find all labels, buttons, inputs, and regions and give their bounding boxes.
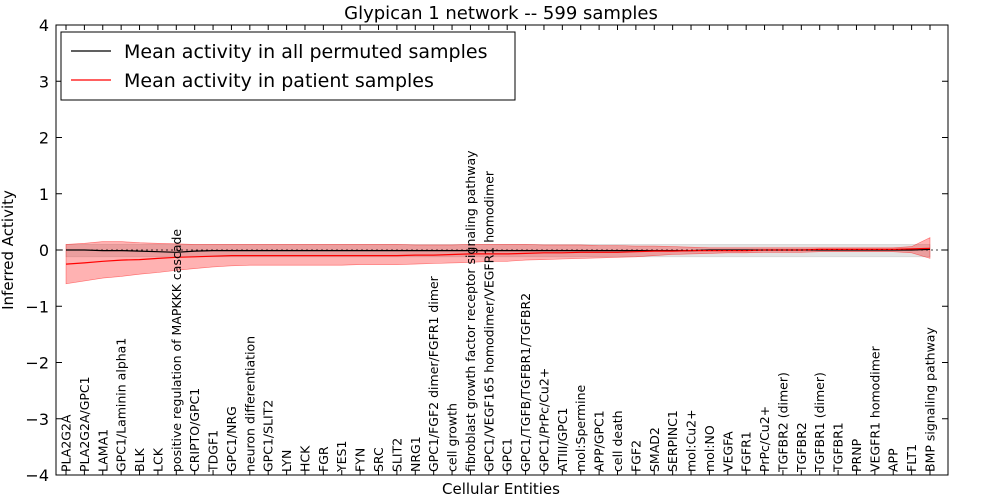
y-tick-label: 3 [39,72,49,91]
x-tick-label: VEGFA [720,431,735,472]
x-axis: PLA2G2A PLA2G2A/GPC1 LAMA1 GPC1/Laminin alp… [59,25,938,475]
x-tick-label: VEGFR1 homodimer [867,345,882,472]
y-tick-label: 1 [39,185,49,204]
x-tick-label: APP [886,448,901,472]
y-tick-label: 4 [39,16,49,35]
x-tick-label: mol:NO [702,425,717,472]
legend-box [60,31,516,101]
x-tick-label: TGFBR2 [794,422,809,473]
x-tick-label: mol:Cu2+ [684,409,699,472]
x-tick-label: BMP signaling pathway [923,327,938,472]
x-tick-label: BLK [132,447,147,472]
x-tick-label: PLA2G2A [59,414,74,472]
x-tick-label: FGR [316,446,331,472]
x-tick-label: FYN [353,448,368,472]
x-tick-label: FGFR1 [739,431,754,472]
x-tick-label: TDGF1 [206,430,221,473]
x-tick-label: GPC1/PrPc/Cu2+ [537,368,552,472]
series-line-patient [65,247,931,265]
x-tick-label: TGFBR2 (dimer) [775,372,790,473]
legend-label-permuted: Mean activity in all permuted samples [124,41,487,63]
x-tick-label: SERPINC1 [665,410,680,472]
x-tick-label: TGFBR1 (dimer) [812,372,827,473]
x-tick-label: LCK [150,447,165,472]
y-tick-label: −4 [25,466,49,485]
x-tick-label: SMAD2 [647,427,662,472]
x-tick-label: positive regulation of MAPKKK cascade [169,229,184,472]
x-tick-label: CRIPTO/GPC1 [187,388,202,472]
x-tick-label: HCK [298,445,313,472]
x-tick-label: SRC [371,447,386,472]
x-tick-label: GPC1/TGFB/TGFBR1/TGFBR2 [518,293,533,472]
x-tick-label: GPC1 [500,438,515,472]
legend: Mean activity in all permuted samples Me… [60,31,516,101]
x-tick-label: GPC1/NRG [224,406,239,472]
x-tick-label: GPC1/FGF2 dimer/FGFR1 dimer [426,275,441,472]
x-tick-label: NRG1 [408,436,423,472]
x-tick-label: TGFBR1 [831,422,846,473]
band-patient [65,237,931,285]
x-tick-label: neuron differentiation [242,336,257,472]
x-tick-label: FLT1 [904,444,919,472]
y-axis-label: Inferred Activity [0,190,17,310]
x-tick-label: APP/GPC1 [592,410,607,472]
x-tick-label: SLIT2 [389,438,404,472]
chart-title: Glypican 1 network -- 599 samples [344,3,658,24]
x-tick-label: cell growth [445,403,460,472]
x-tick-label: YES1 [334,441,349,473]
x-tick-label: mol:Spermine [573,384,588,472]
y-tick-label: −3 [25,410,49,429]
x-tick-label: PLA2G2A/GPC1 [77,376,92,472]
legend-label-patient: Mean activity in patient samples [124,70,434,92]
x-tick-label: cell death [610,410,625,472]
x-tick-label: fibroblast growth factor receptor signal… [463,150,478,472]
y-tick-label: −2 [25,354,49,373]
x-tick-label: GPC1/SLIT2 [261,400,276,472]
x-tick-label: PrPc/Cu2+ [757,406,772,472]
x-tick-label: LYN [279,450,294,472]
confidence-bands [65,237,931,285]
y-axis: −4 −3 −2 −1 0 1 2 3 4 [25,16,948,485]
y-tick-label: −1 [25,297,49,316]
x-tick-label: FGF2 [628,440,643,472]
y-tick-label: 2 [39,129,49,148]
x-tick-label: PRNP [849,438,864,472]
y-tick-label: 0 [39,241,49,260]
x-tick-label: GPC1/VEGF165 homodimer/VEGFR1 homodimer [481,170,496,472]
x-tick-label: LAMA1 [95,429,110,472]
x-tick-label: GPC1/Laminin alpha1 [114,338,129,472]
series-lines [65,247,931,265]
x-tick-label: ATIII/GPC1 [555,408,570,472]
x-axis-label: Cellular Entities [442,480,560,498]
